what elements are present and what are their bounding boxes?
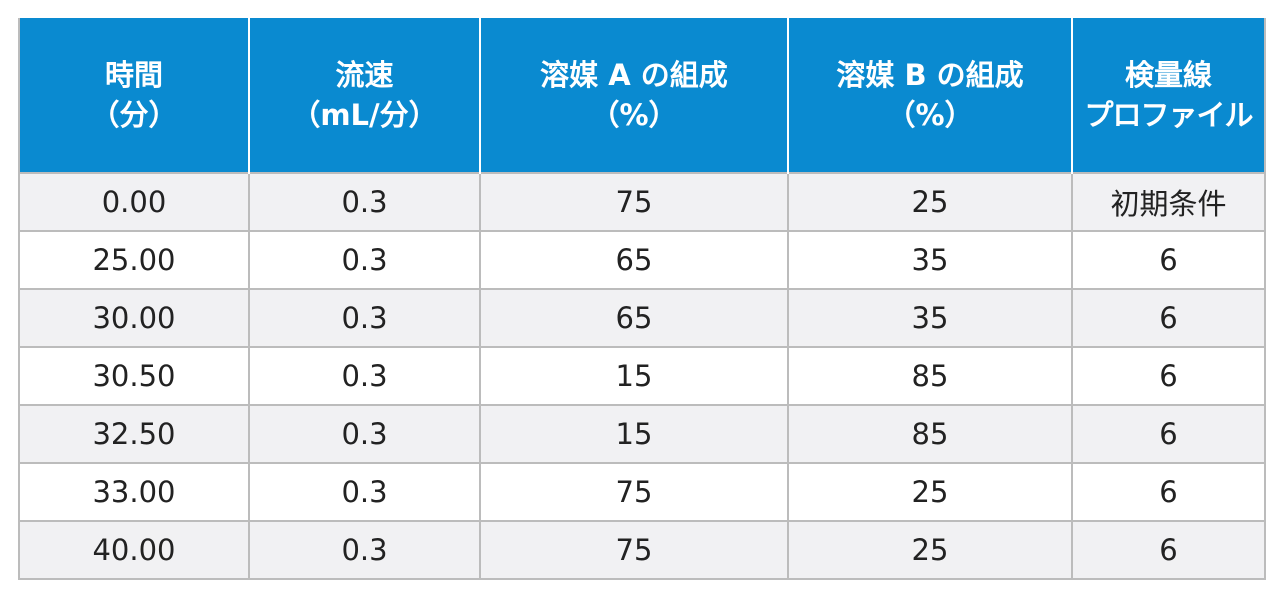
cell-time: 25.00 [18, 230, 250, 290]
cell-solvent-b: 35 [787, 288, 1073, 348]
cell-solvent-b: 25 [787, 462, 1073, 522]
cell-flow-rate: 0.3 [248, 346, 481, 406]
cell-curve-profile: 6 [1071, 230, 1266, 290]
cell-flow-rate: 0.3 [248, 172, 481, 232]
cell-curve-profile: 6 [1071, 404, 1266, 464]
cell-time: 30.00 [18, 288, 250, 348]
table-row: 30.00 0.3 65 35 6 [18, 288, 1266, 348]
cell-flow-rate: 0.3 [248, 288, 481, 348]
table-row: 32.50 0.3 15 85 6 [18, 404, 1266, 464]
cell-curve-profile: 6 [1071, 346, 1266, 406]
cell-curve-profile: 6 [1071, 520, 1266, 580]
header-time: 時間 （分） [18, 18, 250, 173]
cell-time: 30.50 [18, 346, 250, 406]
cell-curve-profile: 6 [1071, 288, 1266, 348]
cell-solvent-b: 25 [787, 520, 1073, 580]
header-solvent-a: 溶媒 A の組成 （%） [479, 18, 789, 173]
cell-flow-rate: 0.3 [248, 462, 481, 522]
cell-solvent-b: 35 [787, 230, 1073, 290]
cell-flow-rate: 0.3 [248, 520, 481, 580]
header-flow-rate-label: 流速 [335, 58, 394, 92]
cell-solvent-a: 15 [479, 404, 789, 464]
cell-flow-rate: 0.3 [248, 404, 481, 464]
header-time-unit: （分） [90, 98, 178, 132]
table-row: 30.50 0.3 15 85 6 [18, 346, 1266, 406]
cell-solvent-a: 75 [479, 172, 789, 232]
header-curve-profile-label2: プロファイル [1084, 98, 1253, 132]
gradient-table-container: 時間 （分） 流速 （mL/分） 溶媒 A の組成 （%） 溶媒 B の組成 （… [18, 18, 1266, 580]
header-curve-profile-label: 検量線 [1124, 58, 1212, 92]
cell-solvent-a: 15 [479, 346, 789, 406]
header-solvent-b-label: 溶媒 B の組成 [836, 58, 1024, 92]
table-row: 40.00 0.3 75 25 6 [18, 520, 1266, 580]
cell-solvent-a: 75 [479, 520, 789, 580]
header-flow-rate-unit: （mL/分） [291, 98, 438, 132]
table-body: 0.00 0.3 75 25 初期条件 25.00 0.3 65 35 6 30… [18, 172, 1266, 580]
header-curve-profile: 検量線 プロファイル [1071, 18, 1266, 173]
cell-solvent-a: 65 [479, 288, 789, 348]
table-row: 0.00 0.3 75 25 初期条件 [18, 172, 1266, 232]
cell-solvent-b: 25 [787, 172, 1073, 232]
header-row: 時間 （分） 流速 （mL/分） 溶媒 A の組成 （%） 溶媒 B の組成 （… [18, 18, 1266, 173]
header-solvent-b: 溶媒 B の組成 （%） [787, 18, 1073, 173]
cell-time: 40.00 [18, 520, 250, 580]
cell-curve-profile: 初期条件 [1071, 172, 1266, 232]
table-row: 33.00 0.3 75 25 6 [18, 462, 1266, 522]
header-flow-rate: 流速 （mL/分） [248, 18, 481, 173]
table-header: 時間 （分） 流速 （mL/分） 溶媒 A の組成 （%） 溶媒 B の組成 （… [18, 18, 1266, 173]
table-row: 25.00 0.3 65 35 6 [18, 230, 1266, 290]
gradient-table: 時間 （分） 流速 （mL/分） 溶媒 A の組成 （%） 溶媒 B の組成 （… [18, 18, 1266, 580]
cell-solvent-b: 85 [787, 404, 1073, 464]
header-time-label: 時間 [104, 58, 163, 92]
cell-curve-profile: 6 [1071, 462, 1266, 522]
cell-solvent-a: 65 [479, 230, 789, 290]
cell-time: 33.00 [18, 462, 250, 522]
header-solvent-b-unit: （%） [886, 98, 974, 132]
cell-time: 0.00 [18, 172, 250, 232]
cell-solvent-a: 75 [479, 462, 789, 522]
header-solvent-a-unit: （%） [590, 98, 678, 132]
header-solvent-a-label: 溶媒 A の組成 [540, 58, 728, 92]
cell-time: 32.50 [18, 404, 250, 464]
cell-solvent-b: 85 [787, 346, 1073, 406]
cell-flow-rate: 0.3 [248, 230, 481, 290]
